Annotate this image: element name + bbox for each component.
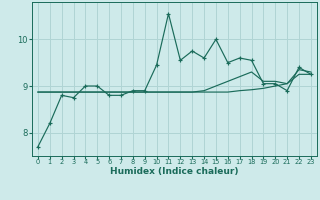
X-axis label: Humidex (Indice chaleur): Humidex (Indice chaleur) [110,167,239,176]
